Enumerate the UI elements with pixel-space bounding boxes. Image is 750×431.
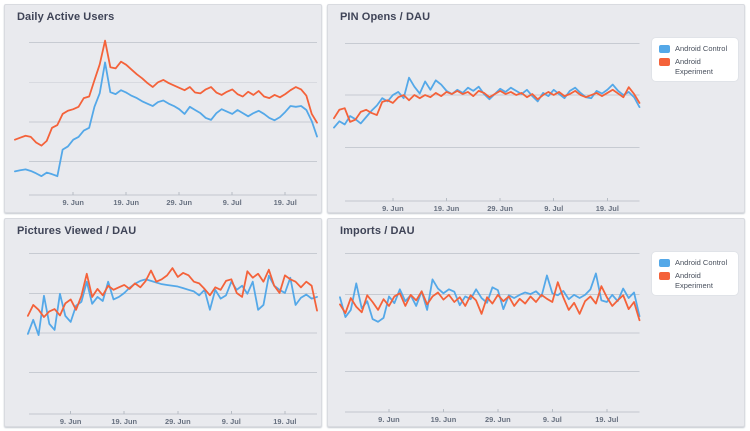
series-android-experiment-line bbox=[26, 267, 318, 318]
x-tick-label: 19. Jun bbox=[113, 198, 139, 207]
legend-item-android-control[interactable]: Android Control bbox=[659, 44, 731, 54]
chart-daily-active-users[interactable]: 9. Jun 19. Jun 29. Jun 9. Jul 19. Jul bbox=[5, 5, 321, 212]
chart-imports[interactable]: 9. Jun 19. Jun 29. Jun 9. Jul 19. Jul bbox=[328, 219, 744, 426]
android-experiment-swatch-icon bbox=[659, 271, 670, 280]
x-tick-label: 9. Jul bbox=[222, 417, 241, 426]
android-control-swatch-icon bbox=[659, 259, 670, 267]
chart-title-daily-active-users: Daily Active Users bbox=[17, 11, 115, 23]
chart-pin-opens[interactable]: 9. Jun 19. Jun 29. Jun 9. Jul 19. Jul bbox=[328, 5, 744, 212]
series-android-experiment-line bbox=[339, 281, 641, 322]
x-tick-label: 19. Jun bbox=[111, 417, 137, 426]
x-tick-label: 19. Jul bbox=[273, 417, 296, 426]
series-android-control-line bbox=[333, 76, 641, 129]
series-android-control-line bbox=[14, 61, 318, 178]
chart-pictures-viewed[interactable]: 9. Jun 19. Jun 29. Jun 9. Jul 19. Jul bbox=[5, 219, 321, 426]
series-android-experiment-line bbox=[333, 86, 641, 123]
chart-panel-daily-active-users: Daily Active Users 9. Jun 19. Jun 29. Jun 9… bbox=[4, 4, 322, 213]
chart-title-imports: Imports / DAU bbox=[340, 225, 415, 237]
legend-label: Android Control bbox=[675, 44, 728, 53]
x-tick-label: 19. Jun bbox=[431, 415, 457, 424]
x-tick-label: 9. Jun bbox=[382, 204, 404, 212]
x-tick-label: 19. Jul bbox=[274, 198, 297, 207]
chart-panel-pin-opens: PIN Opens / DAU 9. Jun 19. Jun 29. Jun 9. J… bbox=[327, 4, 745, 213]
x-tick-label: 9. Jul bbox=[544, 204, 563, 212]
x-tick-label: 9. Jun bbox=[62, 198, 84, 207]
legend-item-android-experiment[interactable]: Android Experiment bbox=[659, 57, 731, 77]
chart-legend: Android Control Android Experiment bbox=[652, 252, 738, 296]
x-tick-label: 29. Jun bbox=[165, 417, 191, 426]
android-experiment-swatch-icon bbox=[659, 57, 670, 66]
x-tick-label: 9. Jul bbox=[543, 415, 562, 424]
legend-item-android-control[interactable]: Android Control bbox=[659, 258, 731, 268]
x-tick-label: 29. Jun bbox=[485, 415, 511, 424]
x-tick-label: 19. Jul bbox=[596, 204, 619, 212]
chart-title-pictures-viewed: Pictures Viewed / DAU bbox=[17, 225, 137, 237]
x-tick-label: 9. Jul bbox=[223, 198, 242, 207]
x-tick-label: 19. Jun bbox=[434, 204, 460, 212]
legend-label: Android Experiment bbox=[675, 270, 713, 290]
x-tick-label: 29. Jun bbox=[166, 198, 192, 207]
legend-item-android-experiment[interactable]: Android Experiment bbox=[659, 271, 731, 291]
android-control-swatch-icon bbox=[659, 45, 670, 53]
x-tick-label: 9. Jun bbox=[378, 415, 400, 424]
legend-label: Android Experiment bbox=[675, 56, 713, 76]
x-tick-label: 29. Jun bbox=[487, 204, 513, 212]
series-android-control-line bbox=[339, 272, 641, 323]
x-tick-label: 9. Jun bbox=[60, 417, 82, 426]
legend-label: Android Control bbox=[675, 258, 728, 267]
series-android-control-line bbox=[26, 274, 318, 336]
chart-panel-pictures-viewed: Pictures Viewed / DAU 9. Jun 19. Jun 29. J… bbox=[4, 218, 322, 427]
chart-legend: Android Control Android Experiment bbox=[652, 38, 738, 82]
chart-title-pin-opens: PIN Opens / DAU bbox=[340, 11, 431, 23]
chart-panel-imports: Imports / DAU 9. Jun 19. Jun 29. Jun 9. Jul… bbox=[327, 218, 745, 427]
series-android-experiment-line bbox=[14, 39, 318, 147]
x-tick-label: 19. Jul bbox=[595, 415, 618, 424]
